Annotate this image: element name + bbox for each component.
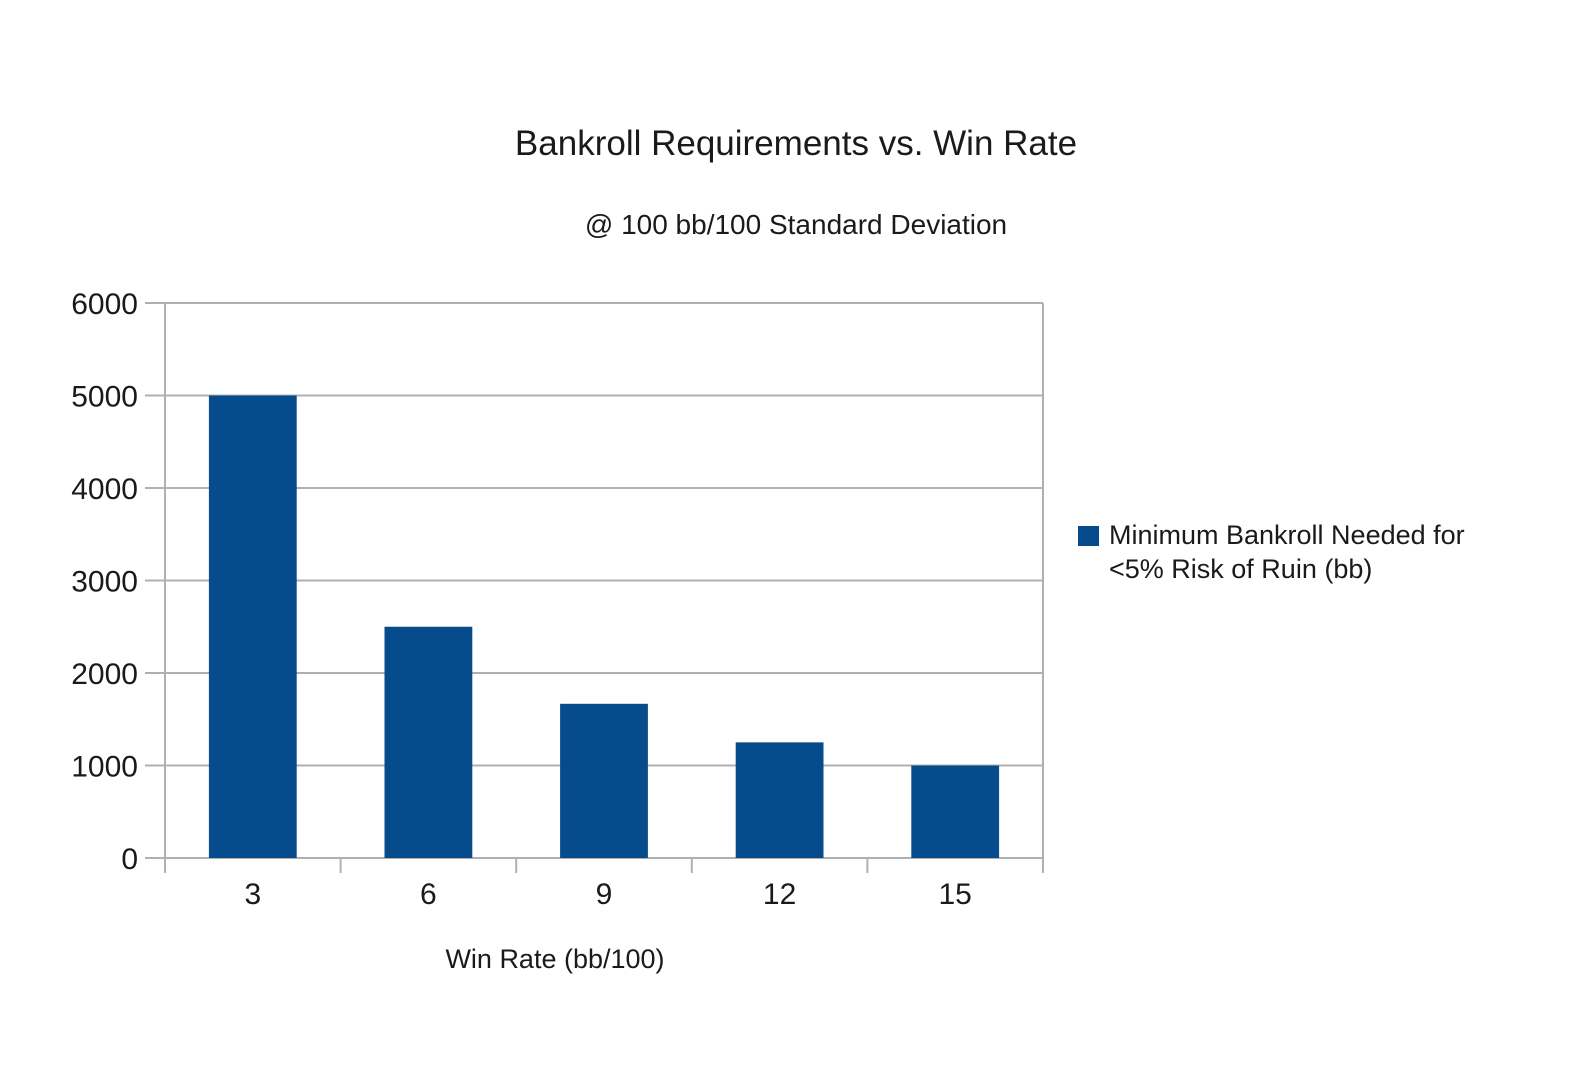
x-tick-label: 6 — [420, 878, 437, 911]
x-tick-label: 15 — [939, 878, 972, 911]
bar-win-rate-9 — [560, 703, 648, 858]
y-tick-label: 1000 — [71, 751, 138, 784]
bar-win-rate-6 — [384, 626, 473, 858]
bar-win-rate-3 — [208, 395, 297, 858]
y-tick-label: 6000 — [71, 288, 138, 321]
y-tick-label: 2000 — [71, 658, 138, 691]
legend-label: Minimum Bankroll Needed for <5% Risk of … — [1109, 518, 1465, 586]
legend-label-line-1: Minimum Bankroll Needed for — [1109, 520, 1465, 550]
bar-win-rate-12 — [735, 742, 824, 858]
y-tick-label: 4000 — [71, 473, 138, 506]
legend: Minimum Bankroll Needed for <5% Risk of … — [1078, 518, 1465, 586]
chart-title: Bankroll Requirements vs. Win Rate — [514, 124, 1078, 163]
x-tick-label: 12 — [763, 878, 796, 911]
y-tick-label: 0 — [121, 843, 138, 876]
bar-win-rate-15 — [911, 765, 1000, 858]
y-tick-label: 5000 — [71, 381, 138, 414]
legend-label-line-2: <5% Risk of Ruin (bb) — [1109, 554, 1373, 584]
x-tick-label: 3 — [244, 878, 261, 911]
y-tick-label: 3000 — [71, 566, 138, 599]
chart-subtitle: @ 100 bb/100 Standard Deviation — [584, 209, 1008, 240]
x-axis-title: Win Rate (bb/100) — [445, 944, 665, 974]
legend-marker-icon — [1078, 526, 1099, 546]
x-tick-label: 9 — [596, 878, 613, 911]
